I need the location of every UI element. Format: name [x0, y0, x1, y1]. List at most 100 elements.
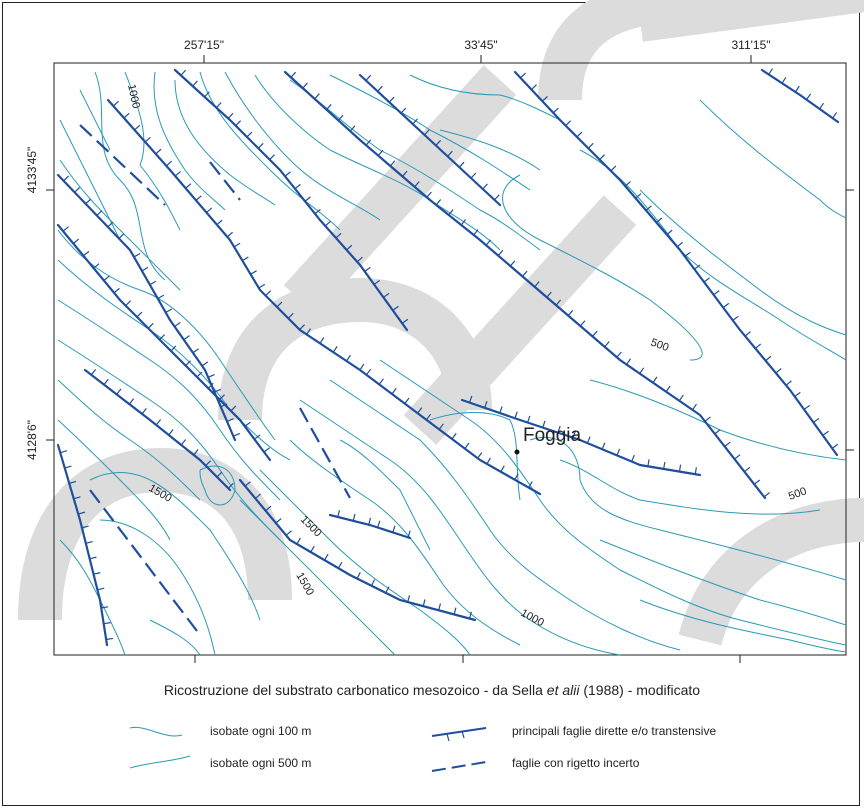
fault-tick — [392, 305, 399, 311]
fault-tick — [377, 85, 383, 92]
fault-tick — [170, 345, 177, 352]
fault-tick — [113, 287, 120, 294]
fault-tick — [155, 148, 162, 155]
contour-label-1500-c: 1500 — [293, 571, 316, 598]
fault-tick — [813, 417, 820, 423]
fault-tick — [639, 367, 645, 374]
coord-top-1: 257'15" — [184, 38, 224, 52]
fault-tick — [514, 473, 519, 481]
fault-tick — [684, 251, 691, 257]
fault-tick — [265, 290, 272, 297]
fault-tick — [133, 252, 141, 258]
legend-isobate-500-symbol — [129, 755, 191, 769]
fault-tick — [541, 95, 548, 102]
fault-tick — [732, 315, 739, 321]
fault-tick — [473, 229, 479, 236]
fault-tick — [414, 181, 420, 188]
fault-tick — [284, 171, 291, 177]
contour-label-1500-b: 1500 — [298, 514, 324, 540]
fault-tick — [514, 411, 518, 419]
fault-tick — [89, 556, 97, 560]
fault-tick — [527, 415, 531, 423]
fault-tick — [676, 241, 683, 248]
fault-tick — [744, 466, 751, 473]
fault-tick — [714, 429, 721, 435]
fault-tick — [96, 210, 103, 216]
fault-tick — [647, 459, 650, 467]
fault-tick — [149, 280, 157, 286]
city-label-foggia: Foggia — [523, 425, 582, 446]
fault-tick — [233, 432, 241, 437]
fault-line — [328, 513, 412, 540]
fault-tick — [180, 439, 187, 446]
fault-tick — [388, 96, 395, 103]
fault-tick — [567, 309, 574, 317]
fault-tick — [254, 493, 262, 499]
fault-tick — [694, 467, 697, 475]
fault-tick — [552, 107, 559, 114]
fault-tick — [337, 510, 341, 518]
fault-tick — [754, 343, 762, 349]
coord-top-3: 311'15" — [731, 38, 770, 52]
fault-tick — [101, 606, 109, 609]
fault-tick — [453, 607, 457, 615]
fault-tick — [192, 348, 200, 354]
fault-tick — [678, 394, 684, 402]
fault-tick — [555, 299, 562, 306]
fault-line — [513, 70, 839, 457]
fault-tick — [694, 264, 701, 270]
fault-tick — [174, 322, 181, 328]
foggia-marker — [514, 449, 520, 455]
fault-tick — [242, 256, 249, 262]
fault-tick — [464, 442, 470, 449]
fault-tick — [214, 388, 222, 393]
fault-tick — [185, 360, 192, 367]
legend-isobate-500-label: isobate ogni 500 m — [210, 756, 312, 770]
coord-left-1: 4133'45" — [25, 147, 39, 194]
fault-tick — [81, 525, 89, 529]
fault-tick — [304, 196, 311, 202]
fault-tick — [373, 279, 381, 285]
fault-tick — [587, 142, 594, 149]
fault-line — [173, 68, 409, 332]
fault-tick — [599, 154, 605, 161]
fault-tick — [246, 131, 253, 138]
fault-tick — [542, 420, 546, 428]
fault-tick — [168, 429, 174, 436]
fault-tick — [477, 452, 483, 459]
fault-tick — [616, 448, 621, 456]
fault-tick — [319, 337, 325, 344]
main-fault-ticks — [60, 68, 839, 641]
fault-tick — [631, 454, 635, 462]
fault-tick — [402, 170, 408, 177]
fault-tick — [624, 181, 631, 187]
fault-tick — [451, 433, 457, 440]
fault-tick — [713, 290, 720, 296]
fault-tick — [378, 378, 384, 385]
fault-tick — [337, 114, 344, 121]
fault-tick — [337, 561, 343, 569]
fault-tick — [103, 622, 111, 625]
fault-tick — [254, 434, 261, 440]
fault-tick — [196, 371, 203, 378]
fault-tick — [392, 525, 396, 533]
main-faults — [56, 68, 840, 647]
fault-tick — [484, 401, 488, 409]
legend-symbols — [129, 726, 487, 772]
legend-isobate-100-symbol — [129, 726, 183, 737]
fault-tick — [377, 149, 384, 157]
fault-tick — [230, 405, 237, 412]
fault-tick — [666, 229, 673, 236]
fault-tick — [332, 346, 338, 353]
fault-tick — [244, 481, 251, 487]
fault-tick — [118, 233, 125, 239]
fault-tick — [112, 100, 119, 107]
fault-tick — [626, 358, 632, 365]
fault-line — [760, 68, 840, 124]
fault-line — [56, 173, 237, 442]
fault-tick — [290, 71, 297, 78]
fault-tick — [822, 430, 829, 436]
fault-tick — [435, 199, 442, 206]
fault-tick — [227, 482, 234, 489]
fault-tick — [470, 172, 477, 179]
